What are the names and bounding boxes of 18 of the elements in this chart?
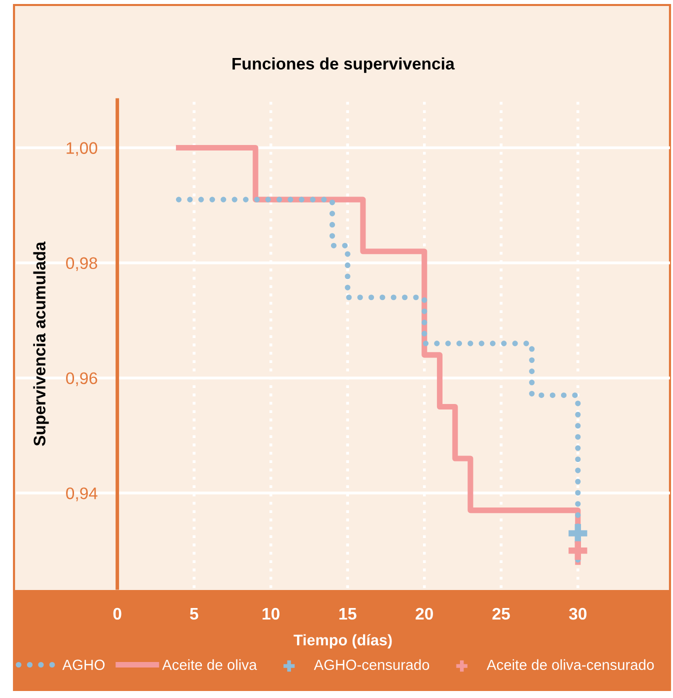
legend-label: AGHO-censurado — [314, 659, 430, 670]
x-tick-label: 20 — [416, 608, 433, 620]
chart-title: Funciones de supervivencia — [232, 57, 455, 73]
y-tick-label: 0,94 — [66, 487, 98, 502]
legend-label: AGHO — [62, 660, 105, 670]
x-axis-title: Tiempo (días) — [294, 634, 392, 648]
y-tick-label: 0,96 — [66, 372, 98, 386]
legend-label: Aceite de oliva-censurado — [486, 659, 654, 670]
x-tick-label: 15 — [339, 608, 356, 620]
x-tick-label: 25 — [492, 608, 510, 620]
y-tick-label: 0,98 — [66, 257, 98, 272]
y-axis-title: Supervivencia acumulada — [33, 242, 49, 446]
x-tick-label: 5 — [190, 608, 198, 620]
legend-label: Aceite de oliva — [162, 659, 257, 670]
x-tick-label: 30 — [569, 608, 586, 620]
y-tick-label: 1,00 — [66, 142, 98, 156]
x-tick-label: 0 — [113, 608, 122, 620]
x-tick-label: 10 — [262, 608, 280, 620]
